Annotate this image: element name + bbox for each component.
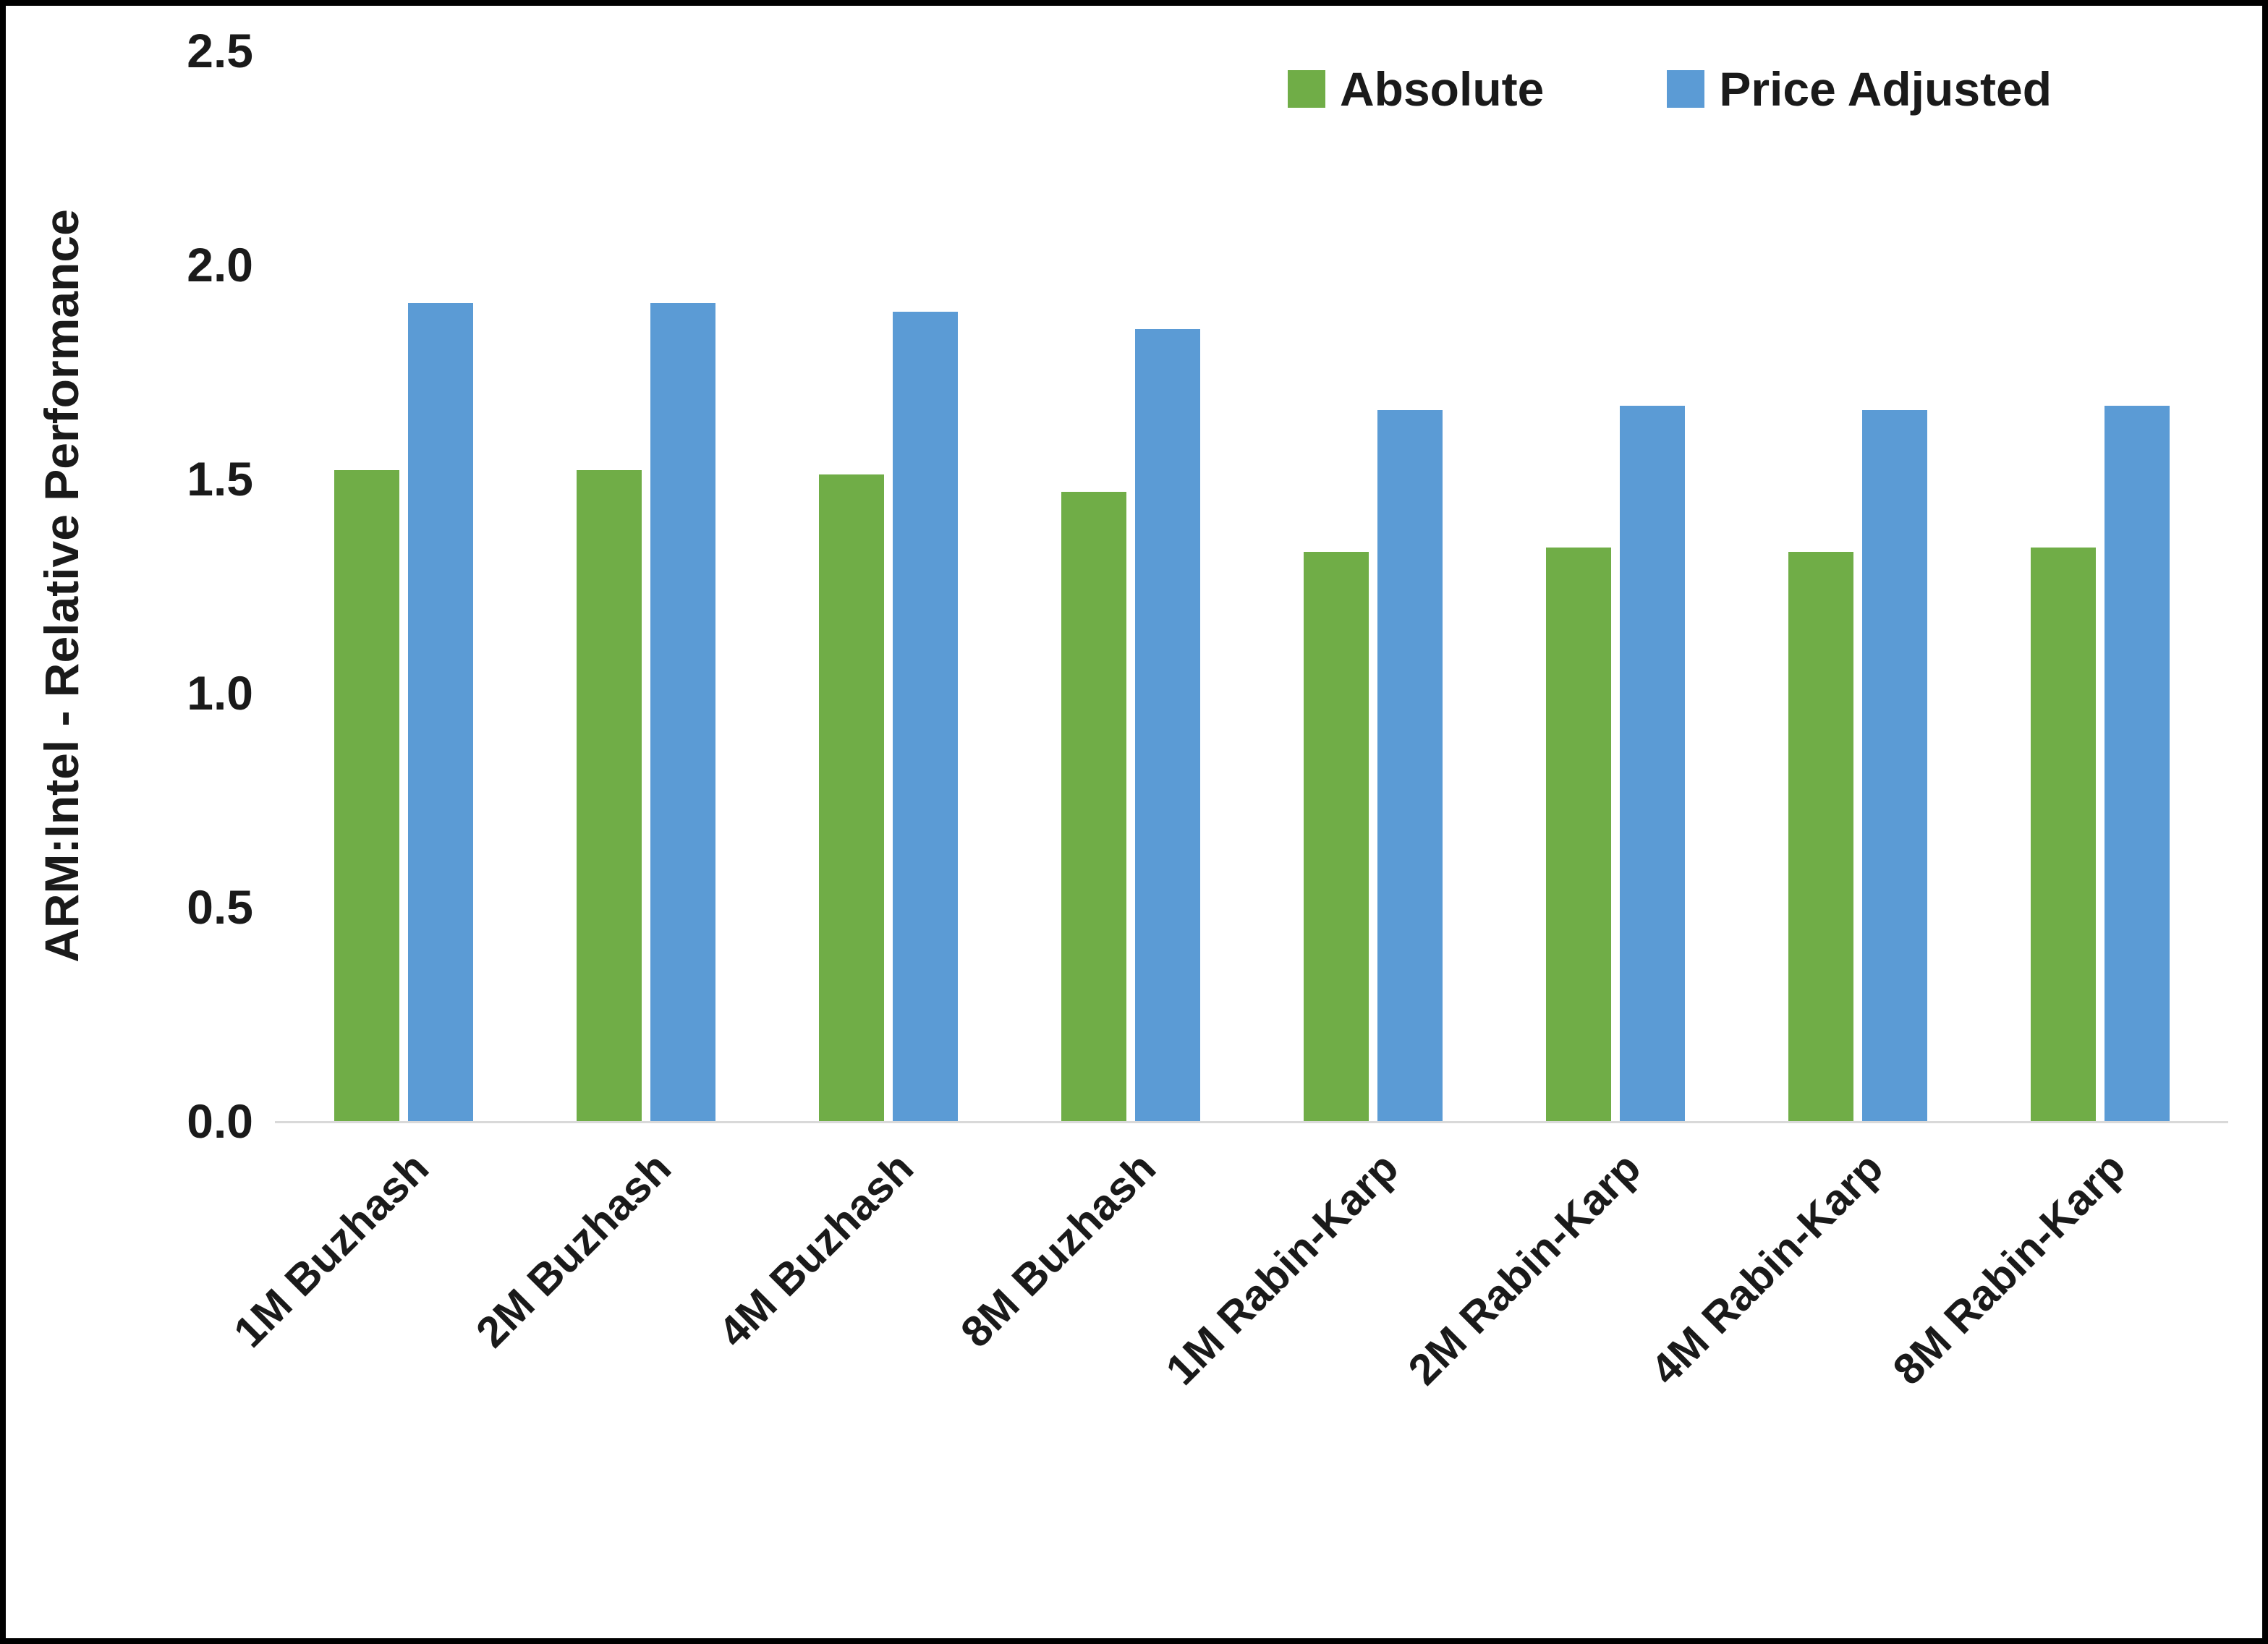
bar-price-adjusted <box>892 312 958 1121</box>
x-axis-label: 1M Buzhash <box>224 1143 438 1357</box>
legend-label: Price Adjusted <box>1719 62 2052 116</box>
bar-absolute <box>1061 491 1126 1121</box>
bar-price-adjusted <box>650 303 715 1121</box>
bar-price-adjusted <box>1861 410 1927 1121</box>
legend-item-absolute: Absolute <box>1288 61 1544 116</box>
x-axis-label: 8M Buzhash <box>951 1143 1165 1357</box>
x-axis-label: 2M Buzhash <box>467 1143 681 1357</box>
bar-absolute <box>576 470 642 1121</box>
bar-absolute <box>818 474 884 1121</box>
y-axis-tick-label: 1.0 <box>187 666 253 720</box>
y-axis-tick-label: 1.5 <box>187 452 253 506</box>
legend-swatch-icon <box>1288 70 1325 108</box>
bar-absolute <box>2030 547 2096 1121</box>
legend-swatch-icon <box>1667 70 1705 108</box>
bar-absolute <box>334 470 399 1121</box>
bar-absolute <box>1303 551 1369 1121</box>
y-axis-tick-label: 0.0 <box>187 1094 253 1148</box>
bar-absolute <box>1788 551 1853 1121</box>
x-axis-label: 2M Rabin-Karp <box>1398 1143 1650 1394</box>
bar-price-adjusted <box>1377 410 1443 1121</box>
legend-label: Absolute <box>1340 62 1545 116</box>
bar-price-adjusted <box>1619 406 1685 1121</box>
bar-price-adjusted <box>1134 328 1200 1121</box>
x-axis-label: 4M Rabin-Karp <box>1641 1143 1893 1394</box>
x-axis-label: 4M Buzhash <box>709 1143 923 1357</box>
legend-item-price-adjusted: Price Adjusted <box>1667 61 2052 116</box>
y-axis-tick-label: 2.5 <box>187 24 253 77</box>
y-axis-tick-label: 0.5 <box>187 880 253 934</box>
y-axis-tick-label: 2.0 <box>187 238 253 291</box>
x-axis-line <box>275 1121 2228 1123</box>
x-axis-label: 8M Rabin-Karp <box>1883 1143 2135 1394</box>
x-axis-label: 1M Rabin-Karp <box>1156 1143 1408 1394</box>
bar-price-adjusted <box>2104 406 2170 1121</box>
bar-price-adjusted <box>407 303 473 1121</box>
legend: Absolute Price Adjusted <box>1288 61 2052 116</box>
y-axis-title: ARM:Intel - Relative Performance <box>35 209 88 963</box>
bar-absolute <box>1545 547 1611 1121</box>
